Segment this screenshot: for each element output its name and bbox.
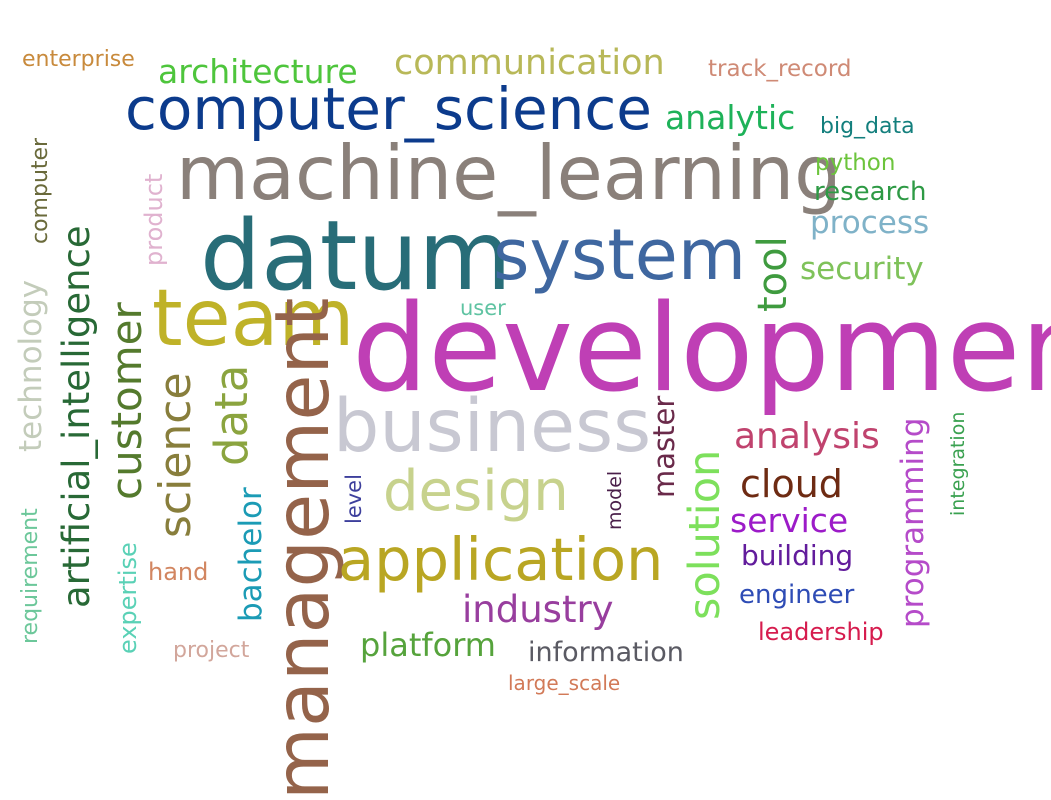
- word-computer-science: computer_science: [125, 75, 652, 143]
- word-level: level: [342, 474, 366, 524]
- word-platform: platform: [360, 626, 496, 664]
- word-track-record: track_record: [708, 56, 852, 82]
- word-system: system: [493, 214, 747, 296]
- word-security: security: [800, 251, 924, 287]
- word-customer: customer: [102, 302, 151, 500]
- word-research: research: [814, 177, 927, 207]
- word-service: service: [730, 501, 849, 540]
- word-datum: datum: [200, 200, 512, 312]
- word-programming: programming: [895, 417, 931, 628]
- word-solution: solution: [680, 449, 730, 620]
- word-analytic: analytic: [665, 98, 796, 137]
- word-requirement: requirement: [18, 508, 43, 644]
- word-expertise: expertise: [114, 542, 142, 654]
- word-hand: hand: [148, 558, 209, 586]
- word-development: development: [352, 280, 1051, 419]
- word-business: business: [333, 384, 652, 469]
- word-machine-learning: machine_learning: [176, 129, 842, 217]
- word-integration: integration: [947, 411, 969, 516]
- word-master: master: [647, 395, 681, 498]
- word-data: data: [205, 364, 258, 466]
- word-artificial-intelligence: artificial_intelligence: [55, 225, 98, 608]
- word-model: model: [604, 470, 626, 530]
- word-enterprise: enterprise: [22, 47, 135, 72]
- word-communication: communication: [394, 43, 665, 83]
- word-engineer: engineer: [739, 580, 855, 610]
- word-big-data: big_data: [820, 114, 915, 139]
- word-computer: computer: [28, 137, 53, 244]
- word-large-scale: large_scale: [508, 671, 621, 695]
- word-leadership: leadership: [758, 618, 884, 646]
- word-bachelor: bachelor: [233, 487, 269, 622]
- word-process: process: [810, 205, 930, 241]
- word-tool: tool: [750, 236, 796, 312]
- word-management[interactable]: management: [258, 297, 346, 800]
- word-user: user: [460, 296, 506, 320]
- word-python: python: [815, 150, 896, 176]
- word-team: team: [152, 274, 355, 364]
- word-information: information: [528, 637, 684, 668]
- word-design: design: [383, 459, 569, 524]
- word-technology: technology: [13, 279, 49, 452]
- word-cloud: cloud: [740, 462, 843, 506]
- word-building: building: [741, 539, 854, 572]
- word-application: application: [338, 525, 664, 594]
- word-architecture: architecture: [158, 52, 358, 91]
- word-product: product: [140, 173, 168, 266]
- word-project: project: [173, 638, 250, 663]
- word-analysis: analysis: [734, 416, 880, 457]
- word-science: science: [150, 372, 201, 538]
- word-industry: industry: [462, 588, 614, 631]
